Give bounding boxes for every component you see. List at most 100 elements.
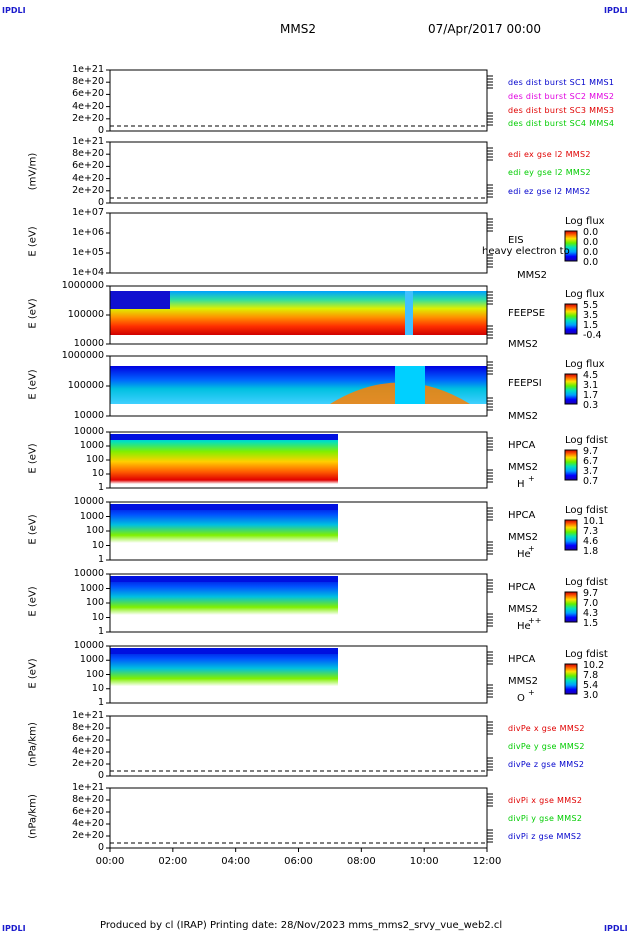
y-tick-label-p1-0: 1e+21 — [72, 64, 104, 75]
date-title: 07/Apr/2017 00:00 — [428, 22, 542, 36]
y-tick-label-p7-2: 100 — [85, 525, 104, 536]
colorbar-title-p6: Log fdist — [565, 435, 608, 446]
y-tick-label-p3-0: 1e+07 — [72, 207, 104, 218]
panel-frame-p11 — [109, 787, 488, 849]
colorbar-value-p5-2: 1.7 — [583, 390, 599, 401]
legend-entry-p10-1: divPe y gse MMS2 — [508, 742, 585, 751]
legend-entry-p10-0: divPe x gse MMS2 — [508, 724, 585, 733]
y-tick-label-p6-1: 1000 — [79, 440, 104, 451]
ion-charge-sup-p8: ++ — [528, 616, 542, 625]
colorbar-title-p5: Log flux — [565, 359, 605, 370]
side-label-p8-1: MMS2 — [508, 604, 538, 615]
hpca-spectrogram-3 — [110, 576, 338, 628]
y-tick-label-p1-2: 6e+20 — [72, 88, 104, 100]
colorbar-value-p3-2: 0.0 — [583, 247, 599, 258]
colorbar-p4 — [564, 303, 578, 335]
legend-entry-p1-3: des dist burst SC4 MMS4 — [508, 119, 615, 129]
colorbar-value-p7-0: 10.1 — [583, 516, 605, 527]
y-tick-label-p9-4: 1 — [97, 697, 104, 708]
colorbar-value-p3-3: 0.0 — [583, 257, 599, 268]
y-tick-label-p5-1: 100000 — [67, 380, 104, 391]
feepse-spectrogram — [110, 291, 487, 335]
y-tick-label-p4-1: 100000 — [67, 309, 104, 320]
side-label-p6-2: H — [517, 479, 525, 490]
legend-entry-p2-1: edi ey gse l2 MMS2 — [508, 168, 591, 178]
hpca-spectrogram-4 — [110, 648, 338, 699]
y-tick-label-p3-1: 1e+06 — [72, 227, 104, 238]
legend-entry-p11-2: divPi z gse MMS2 — [508, 832, 582, 841]
colorbar-value-p8-2: 4.3 — [583, 608, 599, 619]
y-tick-label-p9-3: 10 — [91, 682, 104, 694]
y-tick-label-p10-2: 6e+20 — [72, 734, 104, 745]
colorbar-value-p8-3: 1.5 — [583, 618, 599, 629]
colorbar-value-p9-2: 5.4 — [583, 680, 599, 691]
side-label-p7-0: HPCA — [508, 510, 536, 521]
x-tick-label-2: 04:00 — [221, 856, 251, 867]
x-tick-label-3: 06:00 — [284, 856, 313, 867]
x-tick-label-1: 02:00 — [158, 856, 188, 867]
y-tick-label-p6-0: 10000 — [73, 426, 104, 437]
y-axis-label-p7: E (eV) — [27, 514, 39, 545]
side-label-p6-0: HPCA — [508, 440, 536, 451]
y-axis-label-p5: E (eV) — [27, 369, 39, 400]
colorbar-value-p8-0: 9.7 — [583, 588, 599, 599]
side-label-p9-1: MMS2 — [508, 676, 538, 687]
colorbar-p7 — [564, 519, 578, 551]
colorbar-value-p3-1: 0.0 — [583, 237, 599, 248]
y-axis-label-p3: E (eV) — [27, 226, 39, 257]
y-tick-label-p2-3: 4e+20 — [72, 172, 104, 184]
x-tick-label-0: 00:00 — [95, 856, 125, 867]
colorbar-value-p9-0: 10.2 — [583, 660, 605, 671]
side-label-p6-1: MMS2 — [508, 462, 538, 473]
y-axis-label-p8: E (eV) — [27, 586, 39, 617]
legend-entry-p11-1: divPi y gse MMS2 — [508, 814, 583, 823]
y-axis-label-p4: E (eV) — [27, 298, 39, 329]
colorbar-value-p6-1: 6.7 — [583, 456, 599, 467]
y-tick-label-p2-0: 1e+21 — [72, 136, 104, 147]
y-tick-label-p8-0: 10000 — [73, 568, 104, 579]
hpca-spectrogram-2 — [110, 504, 338, 556]
y-tick-label-p11-4: 2e+20 — [72, 830, 104, 841]
y-tick-label-p11-0: 1e+21 — [72, 782, 104, 793]
y-tick-label-p4-0: 1000000 — [61, 280, 104, 291]
side-label-p3-2: MMS2 — [517, 270, 547, 281]
colorbar-value-p7-2: 4.6 — [583, 536, 599, 547]
colorbar-value-p5-0: 4.5 — [583, 370, 599, 381]
side-label-p7-2: He — [517, 549, 531, 560]
y-tick-label-p3-2: 1e+05 — [72, 247, 104, 258]
colorbar-value-p8-1: 7.0 — [583, 598, 599, 609]
hpca-high-energy-band-3 — [110, 576, 338, 582]
legend-entry-p2-0: edi ex gse l2 MMS2 — [508, 150, 591, 159]
colorbar-value-p4-3: -0.4 — [583, 330, 602, 341]
y-tick-label-p10-5: 0 — [97, 770, 104, 781]
y-tick-label-p10-0: 1e+21 — [72, 710, 104, 721]
panel-frame-p3 — [109, 212, 488, 274]
legend-entry-p1-0: des dist burst SC1 MMS1 — [508, 78, 615, 87]
y-tick-label-p7-4: 1 — [97, 554, 104, 565]
colorbar-title-p4: Log flux — [565, 289, 605, 300]
y-tick-label-p8-2: 100 — [85, 597, 104, 608]
legend-entry-p1-1: des dist burst SC2 MMS2 — [508, 91, 615, 101]
colorbar-p9 — [564, 663, 578, 695]
side-label-p5-1: MMS2 — [508, 411, 538, 422]
hpca-high-energy-band-4 — [110, 648, 338, 654]
legend-entry-p11-0: divPi x gse MMS2 — [508, 796, 583, 805]
side-label-p3-1: heavy electron to — [482, 246, 570, 257]
y-axis-label-p11: (nPa/km) — [27, 794, 39, 839]
y-tick-label-p9-2: 100 — [85, 668, 104, 680]
y-tick-label-p8-3: 10 — [91, 611, 104, 623]
y-tick-label-p11-2: 6e+20 — [72, 806, 104, 817]
colorbar-value-p4-2: 1.5 — [583, 320, 599, 331]
legend-entry-p2-2: edi ez gse l2 MMS2 — [508, 186, 591, 196]
colorbar-value-p6-2: 3.7 — [583, 466, 599, 477]
ion-charge-sup-p9: + — [528, 688, 535, 697]
colorbar-value-p5-1: 3.1 — [583, 380, 599, 391]
x-tick-label-6: 12:00 — [472, 856, 502, 867]
colorbar-p3 — [564, 230, 578, 262]
hpca-high-energy-band-2 — [110, 504, 338, 510]
y-tick-label-p2-4: 2e+20 — [72, 184, 104, 196]
colorbar-value-p6-3: 0.7 — [583, 476, 599, 487]
y-tick-label-p10-1: 8e+20 — [72, 722, 104, 733]
colorbar-title-p3: Log flux — [565, 216, 605, 227]
